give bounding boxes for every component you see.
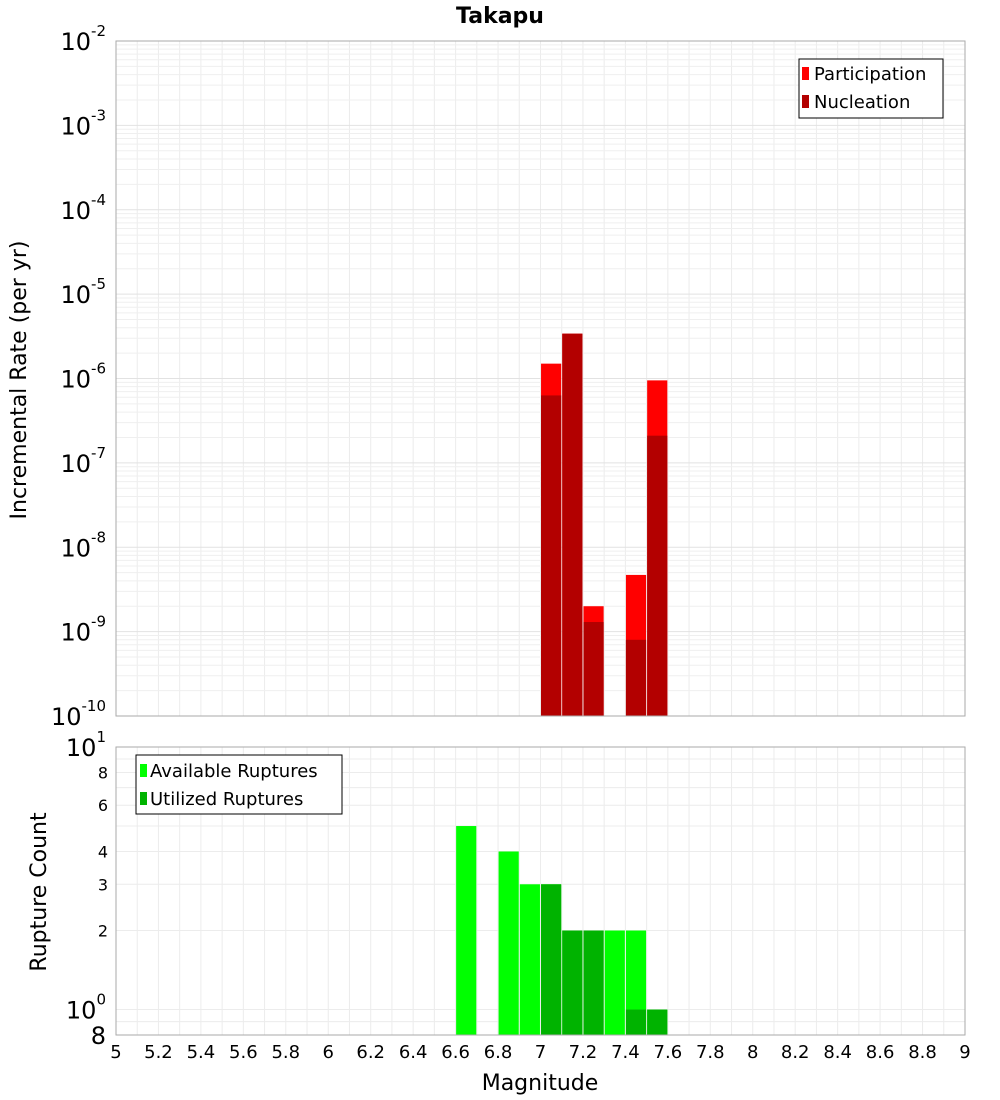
x-tick-label: 8.4 — [823, 1042, 852, 1063]
bottom-y-tick-label: 3 — [98, 875, 108, 894]
x-tick-label: 7.2 — [569, 1042, 598, 1063]
top-y-tick-label: 10-2 — [60, 22, 106, 56]
available-ruptures-bar — [625, 930, 647, 1035]
available-ruptures-bar — [498, 851, 519, 1035]
x-tick-label: 7.4 — [611, 1042, 640, 1063]
x-tick-label: 5 — [110, 1042, 121, 1063]
x-tick-label: 5.6 — [229, 1042, 258, 1063]
x-tick-label: 8 — [747, 1042, 758, 1063]
bottom-y-tick-label: 100 — [66, 991, 106, 1025]
available-ruptures-bar — [456, 826, 477, 1035]
bottom-legend-box — [135, 754, 343, 815]
bottom-y-tick-label: 4 — [98, 842, 108, 861]
top-legend: Participation Nucleation — [798, 58, 944, 119]
bottom-y-tick-label: 6 — [98, 796, 108, 815]
bottom-y-tick-label: 8 — [91, 1022, 106, 1050]
top-y-tick-label: 10-3 — [60, 106, 106, 140]
top-y-tick-label: 10-6 — [60, 360, 106, 394]
legend-label-nucleation: Nucleation — [814, 92, 910, 113]
utilized-ruptures-bar — [625, 1009, 647, 1035]
x-tick-label: 8.6 — [866, 1042, 895, 1063]
top-y-tick-label: 10-4 — [60, 191, 106, 225]
x-tick-label: 6.8 — [484, 1042, 513, 1063]
top-panel: 10-10 10-9 10-8 10-7 10-6 10-5 10-4 10-3 10-2 In… — [7, 22, 966, 731]
bottom-y-tick-label: 101 — [66, 728, 106, 762]
utilized-ruptures-bar — [647, 1009, 668, 1035]
utilized-ruptures-bar — [541, 884, 562, 1035]
x-tick-label: 7.8 — [696, 1042, 725, 1063]
top-y-tick-label: 10-5 — [60, 275, 106, 309]
x-tick-label: 6 — [323, 1042, 334, 1063]
legend-swatch-utilized — [140, 792, 147, 805]
bottom-plot-border — [115, 746, 966, 1036]
top-y-tick-label: 10-7 — [60, 444, 106, 478]
x-tick-label: 8.2 — [781, 1042, 810, 1063]
x-axis-label: Magnitude — [482, 1071, 599, 1096]
x-tick-label: 9 — [959, 1042, 970, 1063]
top-y-axis-label: Incremental Rate (per yr) — [7, 241, 32, 520]
nucleation-bar — [583, 622, 604, 716]
legend-swatch-participation — [802, 67, 809, 80]
x-tick-label: 5.4 — [187, 1042, 216, 1063]
top-grid — [116, 41, 965, 716]
legend-label-participation: Participation — [814, 64, 926, 85]
available-ruptures-bar — [519, 884, 540, 1035]
x-tick-label: 5.2 — [144, 1042, 173, 1063]
top-y-ticks: 10-10 10-9 10-8 10-7 10-6 10-5 10-4 10-3 10-2 — [51, 22, 106, 731]
top-bars — [541, 333, 668, 716]
x-tick-label: 6.6 — [441, 1042, 470, 1063]
top-plot-border — [115, 40, 966, 717]
x-tick-label: 7 — [535, 1042, 546, 1063]
bottom-y-tick-label: 8 — [98, 763, 108, 782]
bottom-bars — [456, 826, 668, 1035]
x-tick-label: 7.6 — [654, 1042, 683, 1063]
x-tick-label: 6.4 — [399, 1042, 428, 1063]
nucleation-bar — [647, 435, 668, 716]
top-legend-box — [798, 58, 944, 119]
x-tick-label: 6.2 — [356, 1042, 385, 1063]
nucleation-bar — [625, 639, 647, 716]
nucleation-bar — [541, 395, 562, 716]
x-ticks: 5 5.2 5.4 5.6 5.8 6 6.2 6.4 6.6 6.8 7 7.2 7.4 7.6 7.8 8… — [110, 1042, 970, 1063]
bottom-legend: Available Ruptures Utilized Ruptures — [135, 754, 343, 815]
top-y-tick-label: 10-8 — [60, 528, 106, 562]
legend-label-available: Available Ruptures — [150, 761, 318, 782]
bottom-y-tick-label: 2 — [98, 922, 108, 941]
legend-label-utilized: Utilized Ruptures — [150, 789, 303, 810]
legend-swatch-available — [140, 764, 147, 777]
top-y-tick-label: 10-9 — [60, 613, 106, 647]
utilized-ruptures-bar — [583, 930, 604, 1035]
bottom-y-axis-label: Rupture Count — [27, 812, 52, 972]
x-tick-label: 5.8 — [271, 1042, 300, 1063]
utilized-ruptures-bar — [562, 930, 583, 1035]
x-tick-label: 8.8 — [908, 1042, 937, 1063]
chart-title: Takapu — [456, 4, 544, 29]
top-y-tick-label: 10-10 — [51, 697, 106, 731]
nucleation-bar — [562, 333, 583, 716]
legend-swatch-nucleation — [802, 95, 809, 108]
available-ruptures-bar — [604, 930, 625, 1035]
